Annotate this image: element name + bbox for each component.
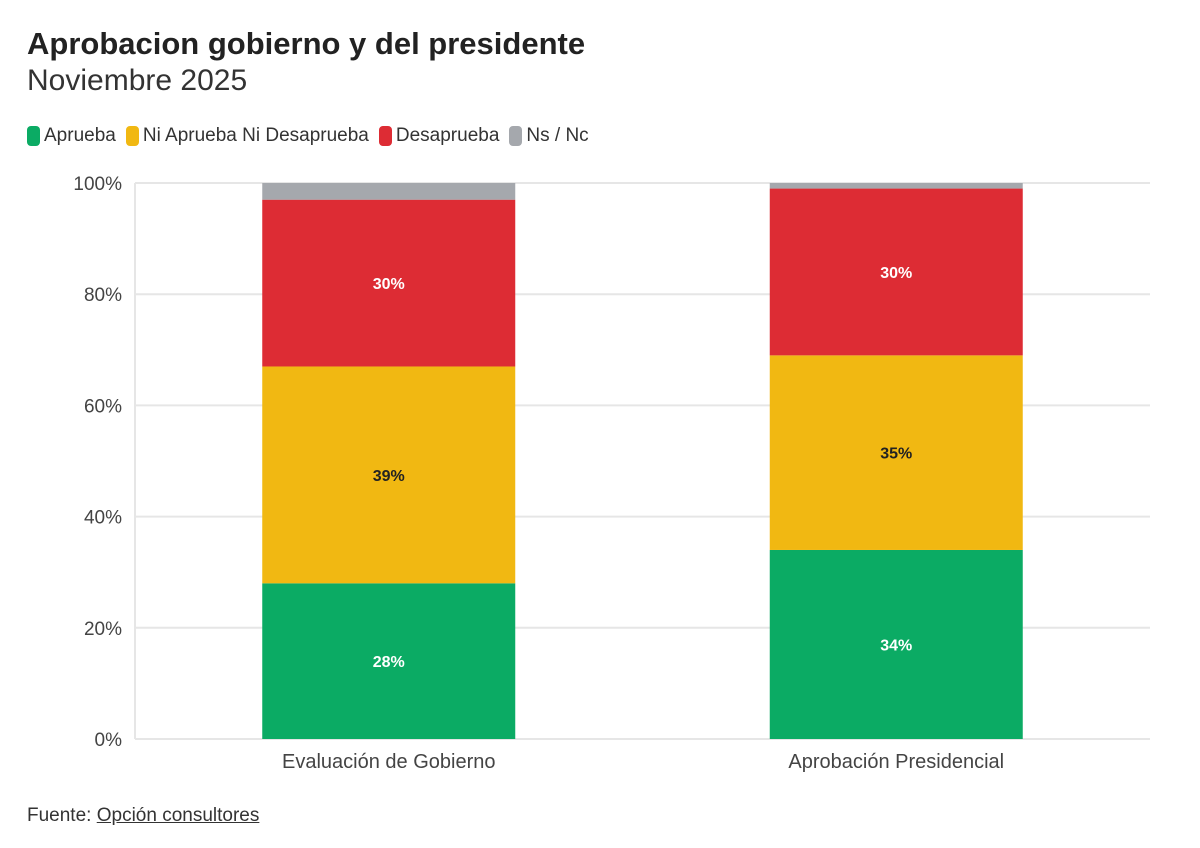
bar-segment	[262, 366, 516, 584]
y-tick-label: 80%	[84, 285, 122, 306]
legend-swatch	[27, 126, 40, 146]
data-label: 39%	[373, 468, 405, 485]
data-label: 30%	[880, 265, 912, 282]
source-link[interactable]: Opción consultores	[96, 805, 260, 826]
legend-item[interactable]: Ns / Nc	[509, 125, 589, 147]
data-label: 30%	[373, 276, 405, 293]
y-tick-label: 40%	[84, 508, 122, 529]
bar-segment	[262, 583, 516, 739]
legend-swatch	[125, 126, 139, 146]
source-note: Fuente: Opción consultores	[27, 805, 259, 827]
legend-swatch	[378, 126, 392, 146]
legend-label: Desaprueba	[395, 125, 500, 146]
chart-title: Aprobacion gobierno y del presidente	[27, 26, 586, 61]
bar-segment	[769, 355, 1023, 550]
bar-segment	[262, 199, 516, 367]
bar-segment	[769, 549, 1023, 739]
data-label: 28%	[373, 654, 405, 671]
y-tick-label: 0%	[95, 730, 123, 751]
data-label: 34%	[880, 637, 912, 654]
bar-segment	[769, 188, 1023, 356]
legend: Aprueba Ni Aprueba Ni Desaprueba Desaprueb…	[27, 125, 589, 147]
chart-subtitle: Noviembre 2025	[27, 64, 248, 97]
y-tick-label: 100%	[73, 174, 122, 195]
legend-item[interactable]: Ni Aprueba Ni Desaprueba	[125, 125, 369, 147]
legend-item[interactable]: Aprueba	[27, 125, 116, 147]
legend-swatch	[509, 126, 523, 146]
x-tick-label: Evaluación de Gobierno	[282, 751, 495, 773]
legend-label: Ni Aprueba Ni Desaprueba	[142, 125, 369, 146]
source-label: Fuente:	[27, 805, 92, 826]
legend-label: Ns / Nc	[526, 125, 589, 146]
bar-segment	[262, 183, 516, 200]
legend-item[interactable]: Desaprueba	[378, 125, 500, 147]
data-label: 35%	[880, 446, 912, 463]
y-tick-label: 60%	[84, 396, 122, 417]
legend-label: Aprueba	[44, 125, 116, 146]
bar-segment	[769, 183, 1023, 189]
x-tick-label: Aprobación Presidencial	[788, 751, 1004, 773]
y-tick-label: 20%	[84, 619, 122, 640]
